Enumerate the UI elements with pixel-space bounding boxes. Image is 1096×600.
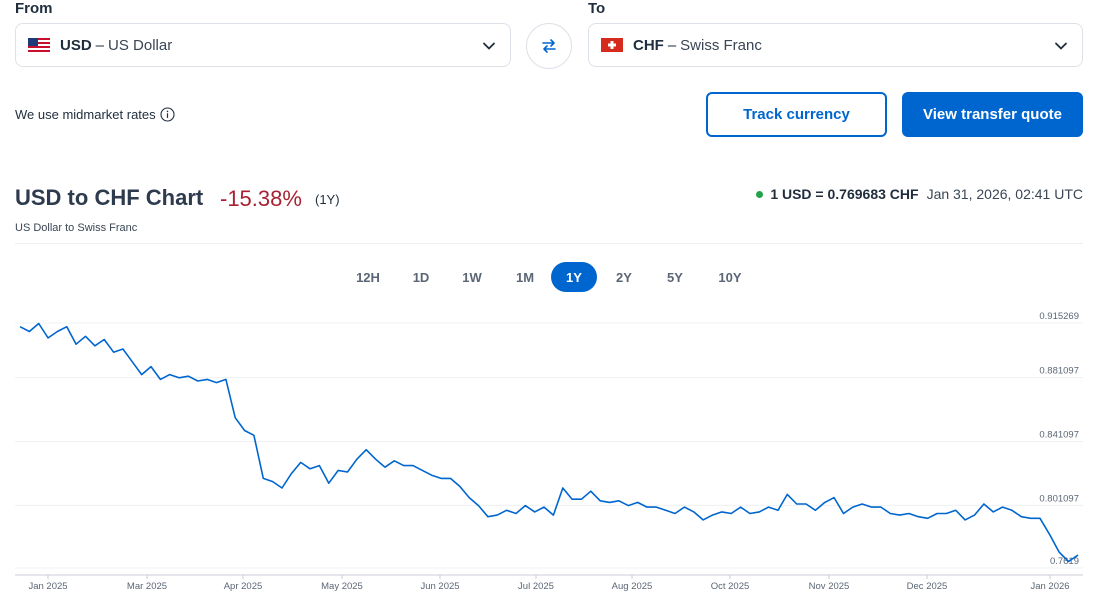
x-tick-label: Oct 2025	[711, 581, 750, 592]
tab-1w[interactable]: 1W	[462, 269, 482, 285]
rate-series-line	[19, 322, 1079, 563]
from-currency-name: US Dollar	[108, 36, 173, 54]
chart-subtitle: US Dollar to Swiss Franc	[15, 222, 138, 234]
view-transfer-quote-button[interactable]: View transfer quote	[902, 92, 1083, 137]
to-label: To	[588, 0, 606, 17]
info-icon[interactable]	[160, 107, 175, 122]
midmarket-text: We use midmarket rates	[15, 107, 156, 122]
track-currency-button[interactable]: Track currency	[706, 92, 887, 137]
chart-title: USD to CHF Chart	[15, 185, 204, 210]
chevron-down-icon	[483, 42, 495, 50]
tab-1d[interactable]: 1D	[412, 269, 430, 285]
midmarket-note: We use midmarket rates	[15, 107, 175, 122]
x-tick-label: Aug 2025	[612, 581, 653, 592]
tab-5y[interactable]: 5Y	[667, 269, 683, 285]
to-currency-code: CHF	[633, 36, 664, 54]
y-tick-label: 0.881097	[1039, 366, 1079, 377]
y-tick-label: 0.801097	[1039, 493, 1079, 504]
exchange-rate-chart[interactable]: 0.915269 0.881097 0.841097 0.801097 0.7619 J…	[0, 300, 1096, 600]
y-tick-label: 0.915269	[1039, 311, 1079, 322]
x-tick-label: Nov 2025	[809, 581, 850, 592]
x-tick-label: Dec 2025	[907, 581, 948, 592]
tab-2y[interactable]: 2Y	[616, 269, 632, 285]
to-currency-select[interactable]: CHF – Swiss Franc	[588, 23, 1083, 67]
rate-timestamp: Jan 31, 2026, 02:41 UTC	[926, 186, 1083, 202]
divider	[15, 243, 1083, 244]
tab-1m[interactable]: 1M	[515, 269, 535, 285]
x-tick-label: Jan 2026	[1030, 581, 1069, 592]
from-currency-select[interactable]: USD – US Dollar	[15, 23, 511, 67]
timeframe-tabs: 12H 1D 1W 1M 1Y 2Y 5Y 10Y	[0, 262, 1096, 292]
live-rate: 1 USD = 0.769683 CHF Jan 31, 2026, 02:41…	[756, 186, 1083, 202]
chevron-down-icon	[1055, 42, 1067, 50]
tab-10y[interactable]: 10Y	[718, 269, 742, 285]
tab-12h[interactable]: 12H	[356, 269, 380, 285]
x-tick-label: Mar 2025	[127, 581, 167, 592]
us-flag-icon	[28, 38, 50, 52]
change-percent: -15.38%	[220, 186, 302, 211]
from-currency-dash: –	[95, 36, 105, 54]
swap-arrows-icon	[542, 39, 556, 53]
x-tick-label: Jan 2025	[28, 581, 67, 592]
change-period: (1Y)	[315, 192, 340, 207]
ch-flag-icon	[601, 38, 623, 52]
swap-currencies-button[interactable]	[526, 23, 572, 69]
rate-value: 1 USD = 0.769683 CHF	[770, 186, 919, 202]
x-tick-label: Jun 2025	[420, 581, 459, 592]
y-tick-label: 0.7619	[1050, 556, 1079, 567]
from-label: From	[15, 0, 53, 17]
x-tick-label: Apr 2025	[224, 581, 263, 592]
live-status-dot	[756, 190, 764, 198]
x-tick-label: Jul 2025	[518, 581, 554, 592]
y-tick-label: 0.841097	[1039, 430, 1079, 441]
from-currency-code: USD	[60, 36, 92, 54]
to-currency-name: Swiss Franc	[680, 36, 762, 54]
to-currency-dash: –	[667, 36, 677, 54]
x-tick-label: May 2025	[321, 581, 363, 592]
tab-1y[interactable]: 1Y	[551, 262, 597, 292]
